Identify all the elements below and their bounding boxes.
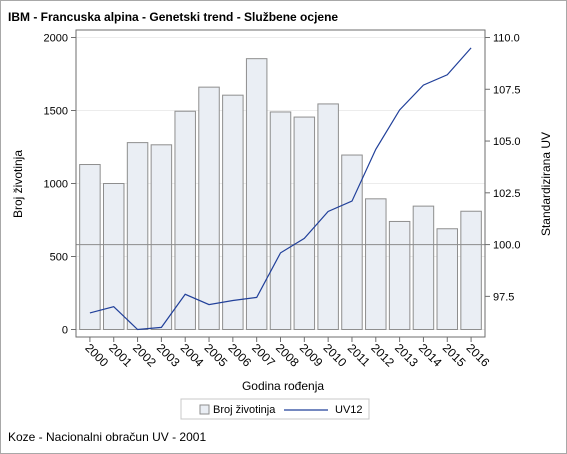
y2-tick-label: 102.5 [493, 188, 521, 200]
x-tick-label: 2005 [201, 341, 230, 370]
bar-2005 [198, 86, 220, 330]
bar-2013 [388, 220, 411, 331]
y2-tick-label: 100.0 [493, 240, 521, 252]
x-tick-label: 2008 [273, 341, 302, 370]
x-tick-label: 2007 [249, 341, 278, 370]
y-tick-label: 500 [50, 252, 68, 264]
bar-2000 [79, 164, 101, 330]
y-tick-label: 1500 [44, 106, 68, 118]
legend-label-bar: Broj životinja [213, 404, 276, 416]
y-tick-label: 1000 [44, 179, 68, 191]
x-tick-label: 2013 [392, 341, 421, 370]
y2-tick-label: 107.5 [493, 84, 521, 96]
x-tick-label: 2011 [345, 341, 373, 369]
legend: Broj životinja UV12 [180, 398, 370, 420]
bar-2008 [269, 111, 292, 330]
footnote: Koze - Nacionalni obračun UV - 2001 [8, 430, 207, 444]
bar-2011 [341, 154, 363, 330]
line-series-uv12 [89, 47, 472, 331]
x-tick-label: 2016 [464, 341, 493, 370]
y-tick-label: 2000 [44, 33, 68, 45]
legend-swatch-bar [199, 404, 210, 415]
bar-2016 [460, 210, 482, 331]
bar-2006 [222, 94, 244, 330]
y-axis-label-left: Broj životinja [11, 150, 25, 218]
x-tick-label: 2010 [321, 341, 350, 370]
y2-tick-label: 110.0 [493, 33, 520, 45]
x-tick-label: 2015 [440, 341, 469, 370]
x-tick-label: 2012 [368, 341, 397, 370]
bar-2010 [317, 103, 339, 331]
bar-2001 [102, 183, 125, 330]
bar-2003 [150, 144, 173, 330]
x-tick-label: 2002 [130, 341, 159, 370]
x-tick-label: 2009 [297, 341, 326, 370]
x-tick-label: 2000 [82, 341, 111, 370]
x-axis-label: Godina rođenja [242, 379, 324, 393]
x-tick-label: 2003 [154, 341, 183, 370]
bar-2002 [126, 142, 149, 330]
bar-2012 [365, 198, 387, 330]
bar-2009 [293, 116, 316, 330]
bar-2015 [436, 228, 459, 330]
bar-2007 [245, 58, 268, 330]
y2-tick-label: 97.5 [493, 291, 514, 303]
x-tick-label: 2004 [178, 341, 207, 370]
chart-title: IBM - Francuska alpina - Genetski trend … [8, 10, 339, 24]
legend-box [180, 398, 370, 420]
x-tick-label: 2014 [416, 341, 445, 370]
y-axis-label-right: Standardizirana UV [539, 132, 553, 236]
y2-tick-label: 105.0 [493, 136, 521, 148]
legend-label-line: UV12 [335, 404, 363, 416]
bar-2014 [412, 205, 435, 331]
x-tick-label: 2001 [106, 341, 135, 370]
y-tick-label: 0 [62, 325, 68, 337]
x-tick-label: 2006 [225, 341, 254, 370]
bar-2004 [174, 110, 196, 331]
